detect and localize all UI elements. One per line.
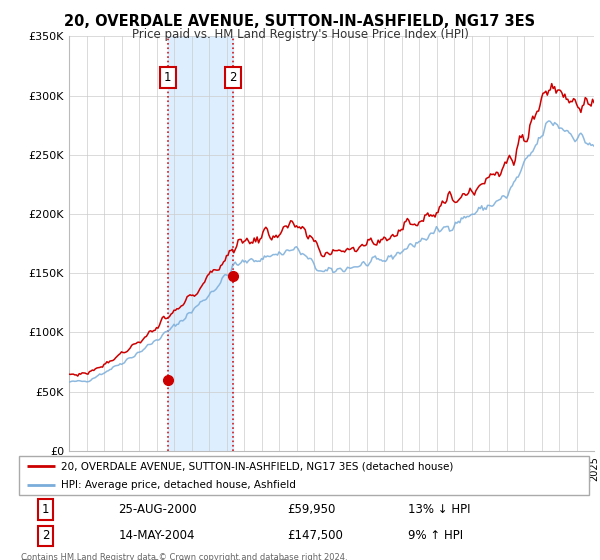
Text: £147,500: £147,500 — [287, 529, 343, 542]
Text: 1: 1 — [164, 71, 172, 85]
Text: Contains HM Land Registry data © Crown copyright and database right 2024.: Contains HM Land Registry data © Crown c… — [21, 553, 347, 560]
FancyBboxPatch shape — [19, 456, 589, 495]
Text: 2: 2 — [42, 529, 49, 542]
Text: 9% ↑ HPI: 9% ↑ HPI — [407, 529, 463, 542]
Text: Price paid vs. HM Land Registry's House Price Index (HPI): Price paid vs. HM Land Registry's House … — [131, 28, 469, 41]
Text: 25-AUG-2000: 25-AUG-2000 — [118, 503, 197, 516]
Text: 14-MAY-2004: 14-MAY-2004 — [118, 529, 195, 542]
Text: HPI: Average price, detached house, Ashfield: HPI: Average price, detached house, Ashf… — [61, 480, 296, 489]
Text: 20, OVERDALE AVENUE, SUTTON-IN-ASHFIELD, NG17 3ES (detached house): 20, OVERDALE AVENUE, SUTTON-IN-ASHFIELD,… — [61, 461, 454, 471]
Text: 2: 2 — [229, 71, 237, 85]
Text: 1: 1 — [42, 503, 49, 516]
Text: 20, OVERDALE AVENUE, SUTTON-IN-ASHFIELD, NG17 3ES: 20, OVERDALE AVENUE, SUTTON-IN-ASHFIELD,… — [64, 14, 536, 29]
Text: £59,950: £59,950 — [287, 503, 335, 516]
Bar — [168, 36, 233, 451]
Text: 13% ↓ HPI: 13% ↓ HPI — [407, 503, 470, 516]
Text: This data is licensed under the Open Government Licence v3.0.: This data is licensed under the Open Gov… — [21, 559, 289, 560]
